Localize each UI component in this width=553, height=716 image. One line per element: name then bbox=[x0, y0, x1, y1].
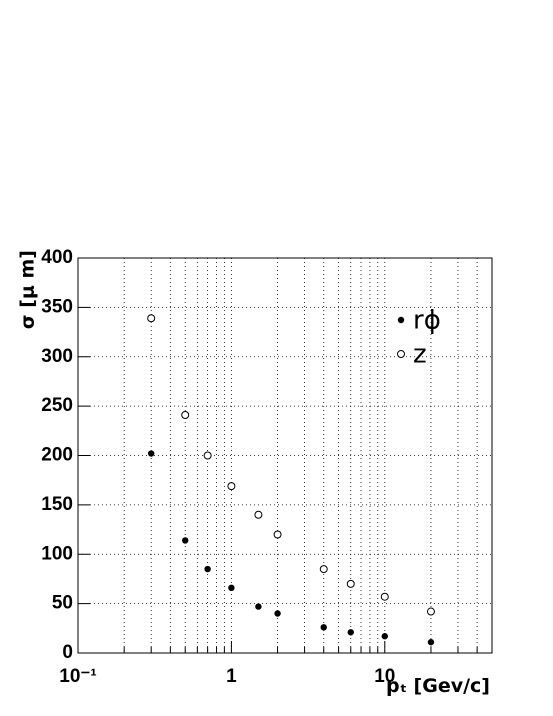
point bbox=[427, 638, 435, 646]
point bbox=[227, 482, 236, 491]
legend-label: rϕ bbox=[413, 306, 441, 336]
y-tick-label: 250 bbox=[41, 395, 73, 416]
point bbox=[203, 451, 212, 460]
point bbox=[320, 624, 327, 631]
legend-marker bbox=[397, 316, 405, 324]
legend-marker bbox=[397, 350, 405, 358]
x-axis-label: pₜ [Gev/c] bbox=[386, 675, 490, 697]
y-tick-label: 0 bbox=[62, 642, 73, 663]
y-tick-label: 200 bbox=[41, 445, 73, 466]
y-tick-label: 400 bbox=[41, 247, 73, 268]
point bbox=[381, 633, 388, 640]
point bbox=[182, 537, 189, 544]
legend-label: z bbox=[413, 340, 427, 370]
point bbox=[228, 584, 235, 592]
point bbox=[319, 565, 328, 574]
point bbox=[181, 411, 190, 420]
y-tick-label: 350 bbox=[41, 296, 73, 317]
y-axis-label: σ [μ m] bbox=[17, 250, 39, 329]
point bbox=[147, 314, 156, 323]
point bbox=[380, 592, 389, 601]
point bbox=[204, 565, 211, 573]
point bbox=[255, 603, 262, 610]
x-tick-label: 10 bbox=[374, 666, 395, 687]
y-tick-label: 100 bbox=[41, 543, 73, 564]
point bbox=[347, 629, 354, 636]
y-tick-label: 50 bbox=[52, 593, 73, 614]
x-tick-label: 10⁻¹ bbox=[59, 666, 97, 687]
point bbox=[147, 450, 155, 457]
x-tick-label: 1 bbox=[226, 666, 237, 687]
point bbox=[426, 607, 435, 616]
point bbox=[273, 530, 282, 539]
y-tick-label: 150 bbox=[41, 494, 73, 515]
y-tick-label: 300 bbox=[41, 346, 73, 367]
point bbox=[346, 579, 355, 588]
point bbox=[254, 510, 263, 519]
point bbox=[274, 610, 281, 617]
